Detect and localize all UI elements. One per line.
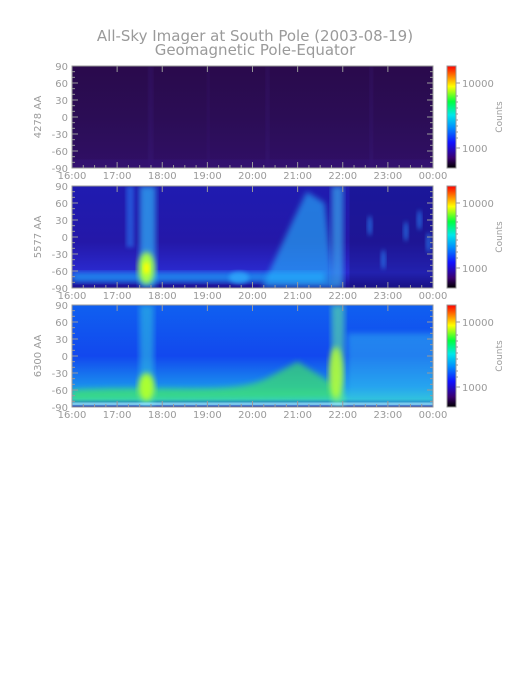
x-tick-label: 18:00 [148, 291, 177, 302]
y-tick-label: -30 [52, 250, 68, 261]
colorbar-label: Counts [495, 221, 505, 253]
y-tick-label: -60 [52, 147, 68, 158]
x-tick-label: 23:00 [373, 410, 402, 421]
colorbar-tick-label: 10000 [462, 318, 494, 329]
x-tick-label: 18:00 [148, 410, 177, 421]
colorbar-label: Counts [495, 101, 505, 133]
emission-peak-core [143, 262, 150, 275]
y-tick-label: -90 [52, 164, 68, 175]
y-tick-label: -30 [52, 369, 68, 380]
x-tick-label: 16:00 [58, 291, 87, 302]
y-tick-label: -60 [52, 386, 68, 397]
x-tick-label: 19:00 [193, 171, 222, 182]
y-tick-label: 60 [55, 318, 68, 329]
heatmap-background [72, 66, 433, 168]
colorbar-tick-label: 10000 [462, 79, 494, 90]
x-tick-label: 17:00 [103, 171, 132, 182]
emission-streak [207, 66, 210, 168]
colorbar-tick-label: 10000 [462, 199, 494, 210]
emission-patch [425, 232, 431, 253]
x-tick-label: 18:00 [148, 171, 177, 182]
heatmap-features [72, 186, 433, 288]
y-axis-label: 5577 AA [33, 216, 44, 259]
x-tick-label: 16:00 [58, 410, 87, 421]
emission-streak [266, 66, 270, 168]
x-tick-label: 21:00 [283, 291, 312, 302]
x-tick-label: 20:00 [238, 410, 267, 421]
emission-peak [138, 373, 155, 402]
dark-region [349, 186, 433, 288]
emission-patch [228, 271, 249, 284]
x-tick-label: 19:00 [193, 410, 222, 421]
emission-region [261, 191, 334, 288]
x-tick-label: 20:00 [238, 291, 267, 302]
colorbar-label: Counts [495, 340, 505, 372]
y-tick-label: 30 [55, 216, 68, 227]
y-tick-label: 90 [55, 62, 68, 73]
emission-patch [367, 215, 373, 236]
emission-peak [328, 347, 343, 399]
x-tick-label: 20:00 [238, 171, 267, 182]
y-tick-label: 0 [62, 352, 68, 363]
emission-streak [126, 186, 135, 248]
y-tick-label: 0 [62, 113, 68, 124]
y-tick-label: -90 [52, 403, 68, 414]
y-tick-label: 90 [55, 182, 68, 193]
emission-streak [148, 66, 153, 168]
colorbar-tick-label: 1000 [462, 383, 487, 394]
x-tick-label: 23:00 [373, 171, 402, 182]
colorbar [446, 185, 457, 289]
emission-streak [369, 66, 373, 168]
x-tick-label: 00:00 [419, 171, 448, 182]
y-tick-label: 60 [55, 79, 68, 90]
x-tick-label: 22:00 [328, 410, 357, 421]
chart-title: All-Sky Imager at South Pole (2003-08-19… [97, 27, 413, 45]
y-tick-label: 0 [62, 233, 68, 244]
x-tick-label: 21:00 [283, 410, 312, 421]
colorbar [446, 65, 457, 169]
x-tick-label: 22:00 [328, 291, 357, 302]
x-tick-label: 22:00 [328, 171, 357, 182]
colorbar-tick-label: 1000 [462, 144, 487, 155]
emission-region [347, 333, 433, 402]
emission-streak [331, 186, 344, 288]
x-tick-label: 00:00 [419, 410, 448, 421]
x-tick-label: 00:00 [419, 291, 448, 302]
y-tick-label: -60 [52, 267, 68, 278]
x-tick-label: 23:00 [373, 291, 402, 302]
y-tick-label: -30 [52, 130, 68, 141]
colorbar-tick-label: 1000 [462, 264, 487, 275]
emission-patch [380, 249, 386, 270]
y-axis-label: 4278 AA [33, 96, 44, 139]
emission-patch [403, 221, 409, 242]
x-tick-label: 19:00 [193, 291, 222, 302]
y-tick-label: 30 [55, 96, 68, 107]
x-tick-label: 17:00 [103, 291, 132, 302]
chart-subtitle: Geomagnetic Pole-Equator [155, 41, 356, 59]
x-tick-label: 21:00 [283, 171, 312, 182]
colorbar [446, 304, 457, 408]
y-tick-label: 30 [55, 335, 68, 346]
x-tick-label: 17:00 [103, 410, 132, 421]
y-tick-label: -90 [52, 284, 68, 295]
y-tick-label: 90 [55, 301, 68, 312]
emission-band [72, 272, 325, 283]
y-tick-label: 60 [55, 199, 68, 210]
emission-patch [416, 210, 422, 230]
y-axis-label: 6300 AA [33, 335, 44, 378]
x-tick-label: 16:00 [58, 171, 87, 182]
